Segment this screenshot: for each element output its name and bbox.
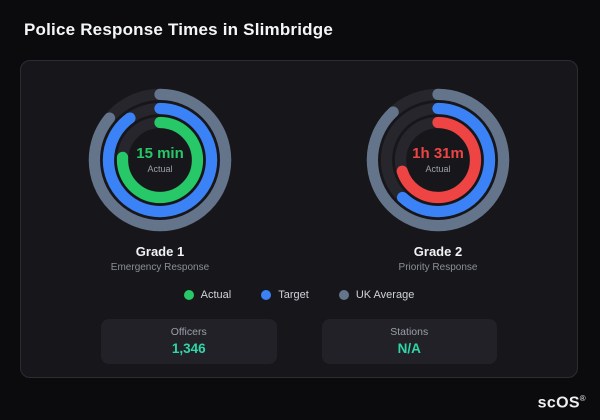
gauge-title: Grade 1 xyxy=(135,244,185,259)
response-times-card: 15 min Actual Grade 1 Emergency Response xyxy=(20,60,578,378)
gauges-row: 15 min Actual Grade 1 Emergency Response xyxy=(21,85,577,273)
stat-label: Officers xyxy=(170,326,207,338)
legend-label: Target xyxy=(278,289,309,301)
legend-label: UK Average xyxy=(355,289,415,301)
page-title: Police Response Times in Slimbridge xyxy=(24,20,333,39)
legend-item-uk-average[interactable]: UK Average xyxy=(338,289,415,301)
legend-item-actual[interactable]: Actual xyxy=(183,289,232,301)
radial-gauge-icon xyxy=(366,88,510,232)
legend-label: Actual xyxy=(200,289,232,301)
radial-gauge-icon xyxy=(88,88,232,232)
uk-average-arc xyxy=(88,88,232,232)
stat-label: Stations xyxy=(390,326,429,338)
gauge-grade-1: 15 min Actual Grade 1 Emergency Response xyxy=(21,85,299,273)
gauge-grade-2-chart: 1h 31m Actual xyxy=(363,85,513,235)
registered-mark-icon: ® xyxy=(579,393,586,403)
gauge-subtitle: Priority Response xyxy=(398,262,478,273)
gauge-grade-1-chart: 15 min Actual xyxy=(85,85,235,235)
scos-logo: scOS® xyxy=(538,394,586,412)
uk-average-dot-icon xyxy=(338,290,349,300)
stat-value: 1,346 xyxy=(171,341,206,356)
actual-arc xyxy=(116,116,204,204)
actual-dot-icon xyxy=(183,290,194,300)
stat-officers: Officers 1,346 xyxy=(101,319,277,364)
stat-value: N/A xyxy=(397,341,421,356)
gauge-grade-2: 1h 31m Actual Grade 2 Priority Response xyxy=(299,85,577,273)
legend: Actual Target UK Average xyxy=(21,289,577,301)
stats-row: Officers 1,346 Stations N/A xyxy=(101,319,497,364)
target-dot-icon xyxy=(261,290,272,300)
target-arc xyxy=(380,102,496,218)
actual-arc xyxy=(394,116,482,204)
gauge-subtitle: Emergency Response xyxy=(110,262,210,273)
uk-average-arc xyxy=(366,88,510,232)
gauge-title: Grade 2 xyxy=(413,244,463,259)
legend-item-target[interactable]: Target xyxy=(261,289,309,301)
target-arc xyxy=(102,102,218,218)
brand-text: scOS xyxy=(537,394,580,411)
stat-stations: Stations N/A xyxy=(321,319,497,364)
